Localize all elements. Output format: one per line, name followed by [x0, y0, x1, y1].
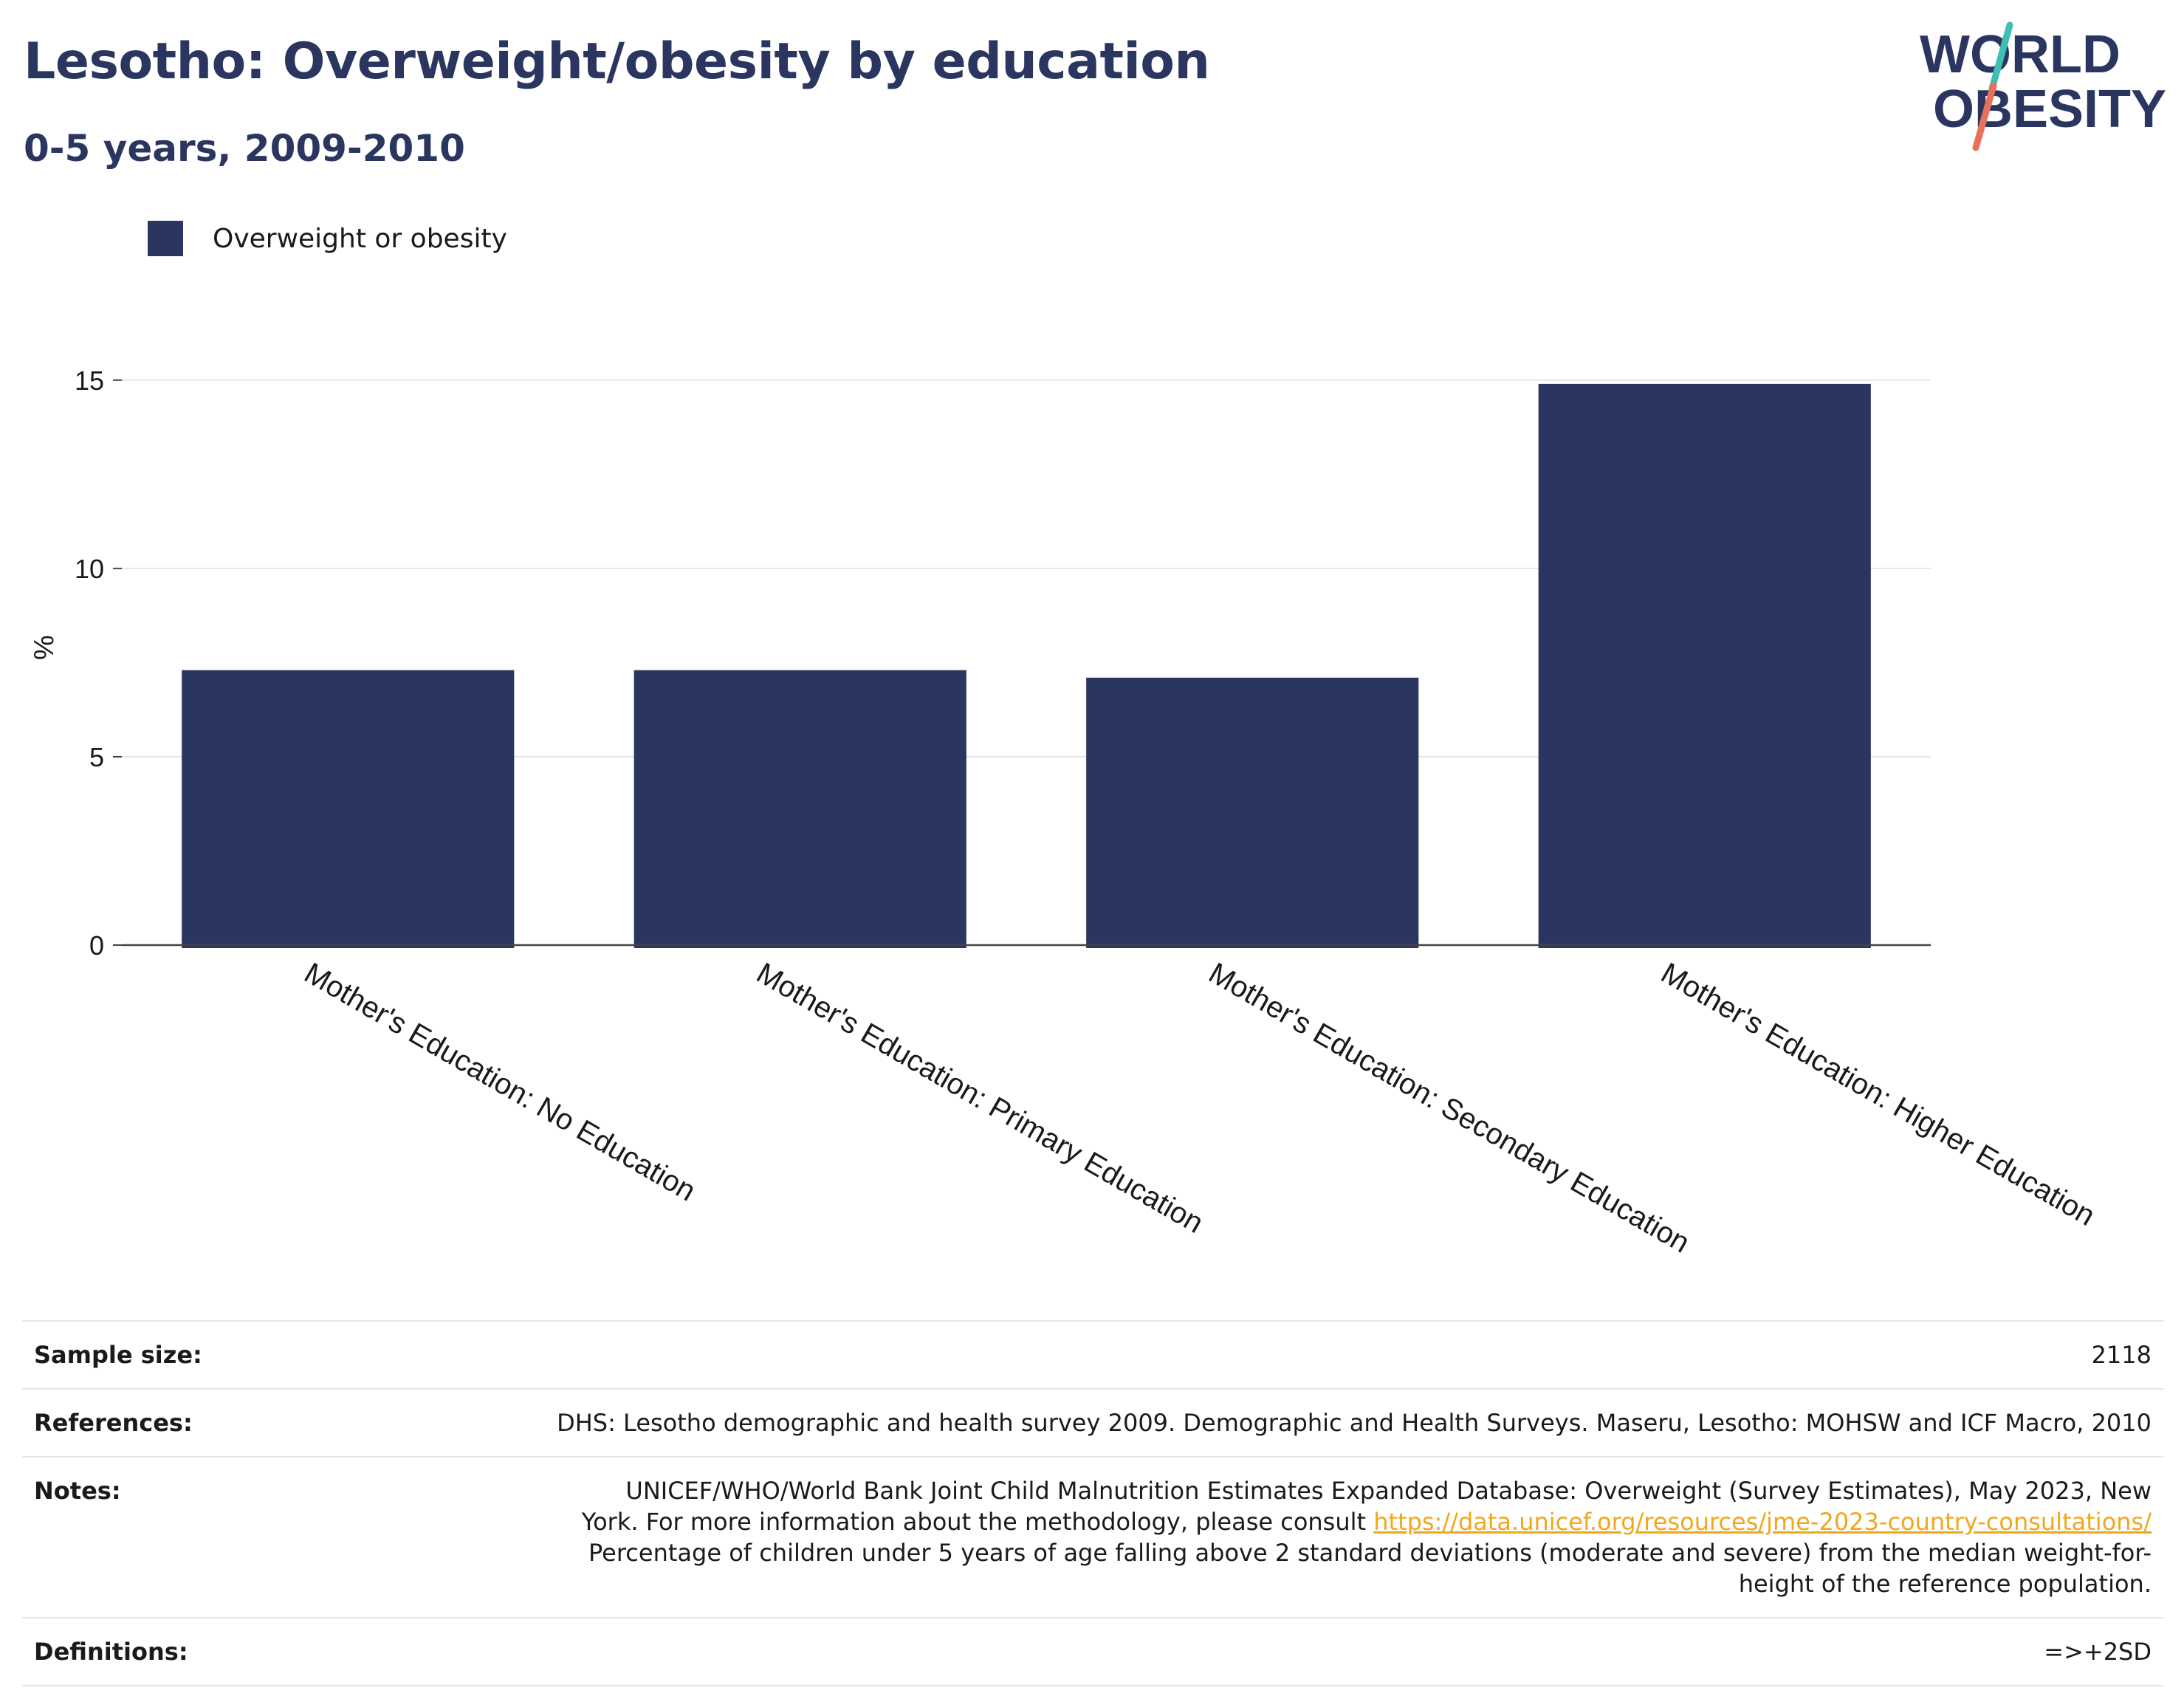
y-tick-label: 10 [75, 554, 104, 584]
bar [182, 670, 515, 948]
notes-label: Notes: [34, 1477, 121, 1505]
methodology-link[interactable]: https://data.unicef.org/resources/jme-20… [1373, 1508, 2152, 1536]
notes-row: Notes: UNICEF/WHO/World Bank Joint Child… [22, 1456, 2163, 1617]
y-tick-label: 5 [89, 742, 104, 772]
x-tick-label: Mother's Education: Secondary Education [1203, 957, 1695, 1260]
definitions-row: Definitions: =>+2SD [22, 1617, 2163, 1686]
info-table: Sample size: 2118 References: DHS: Lesot… [22, 1320, 2163, 1686]
sample-size-label: Sample size: [34, 1341, 202, 1369]
notes-line-1: UNICEF/WHO/World Bank Joint Child Malnut… [625, 1477, 2152, 1505]
bar [1538, 383, 1871, 948]
references-value: DHS: Lesotho demographic and health surv… [557, 1409, 2152, 1437]
definitions-value: =>+2SD [2044, 1638, 2152, 1666]
x-tick-label: Mother's Education: Higher Education [1655, 957, 2100, 1232]
world-obesity-logo: WORLD OBESITY [1920, 21, 2166, 151]
y-axis-label: % [29, 635, 60, 660]
bars [182, 383, 1871, 948]
legend-swatch [148, 221, 183, 256]
notes-value: UNICEF/WHO/World Bank Joint Child Malnut… [121, 1475, 2152, 1599]
y-axis-ticks: 0 5 10 15 [75, 365, 122, 961]
y-tick-label: 15 [75, 365, 104, 396]
logo-slash-top [1988, 21, 2013, 92]
chart-legend[interactable]: Overweight or obesity [148, 220, 507, 257]
notes-line-4: height of the reference population. [1738, 1570, 2152, 1598]
bar [1086, 677, 1419, 948]
chart-title: Lesotho: Overweight/obesity by education [24, 32, 1210, 91]
sample-size-row: Sample size: 2118 [22, 1320, 2163, 1388]
logo-word-obesity: OBESITY [1933, 80, 2166, 139]
logo-word-world: WORLD [1920, 25, 2121, 84]
chart-subtitle: 0-5 years, 2009-2010 [24, 127, 465, 170]
sample-size-value: 2118 [2091, 1341, 2152, 1369]
references-label: References: [34, 1409, 193, 1437]
bar [633, 670, 966, 948]
legend-label: Overweight or obesity [213, 223, 507, 254]
x-axis-labels: Mother's Education: No Education Mother's… [299, 957, 2101, 1260]
notes-line-2: York. For more information about the met… [210, 1506, 2152, 1537]
notes-line-3: Percentage of children under 5 years of … [588, 1539, 2152, 1567]
references-row: References: DHS: Lesotho demographic and… [22, 1388, 2163, 1456]
logo-slash-bottom [1972, 82, 1997, 151]
x-tick-label: Mother's Education: No Education [299, 957, 701, 1208]
x-tick-label: Mother's Education: Primary Education [751, 957, 1209, 1240]
notes-line-2-text: York. For more information about the met… [581, 1508, 1374, 1536]
definitions-label: Definitions: [34, 1638, 188, 1666]
y-tick-label: 0 [89, 930, 104, 961]
